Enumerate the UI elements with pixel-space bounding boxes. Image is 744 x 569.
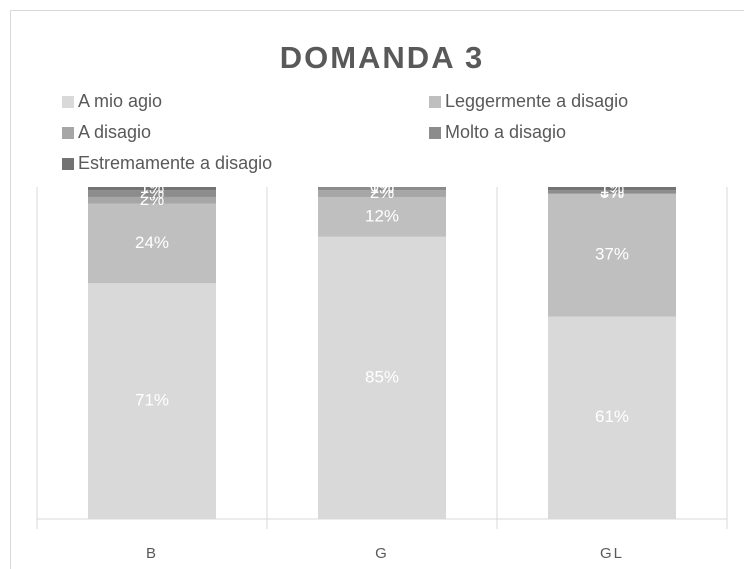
x-tick-label: G xyxy=(375,545,389,562)
legend-swatch xyxy=(429,96,441,108)
data-label: 1% xyxy=(370,178,395,197)
legend-swatch xyxy=(62,127,74,139)
bar-segment xyxy=(548,187,676,191)
bar-segment xyxy=(548,193,676,317)
bar-segment xyxy=(88,187,216,191)
data-label: 85% xyxy=(365,367,399,386)
chart-title: DOMANDA 3 xyxy=(280,40,485,75)
legend-label: Leggermente a disagio xyxy=(445,91,628,111)
data-label: 61% xyxy=(595,407,629,426)
data-label: 1% xyxy=(600,178,625,197)
legend-label: A disagio xyxy=(78,122,151,142)
data-label: 1% xyxy=(140,178,165,197)
bar-segment xyxy=(318,236,446,520)
legend-swatch xyxy=(429,127,441,139)
data-label: 71% xyxy=(135,391,169,410)
bar-segment xyxy=(548,190,676,194)
bar-segment xyxy=(548,316,676,519)
legend-swatch xyxy=(62,158,74,170)
bar-segment xyxy=(88,283,216,519)
data-label: 37% xyxy=(595,245,629,264)
bar-segment xyxy=(318,196,446,237)
bar-segment xyxy=(88,203,216,284)
bar-segment xyxy=(318,190,446,197)
data-label: 24% xyxy=(135,233,169,252)
legend-label: Estremamente a disagio xyxy=(78,153,272,173)
data-label: 0% xyxy=(370,176,395,195)
legend-label: Molto a disagio xyxy=(445,122,566,142)
data-label: 1% xyxy=(600,181,625,200)
bar-segment xyxy=(88,196,216,204)
bar-segment xyxy=(318,187,446,191)
legend-label: A mio agio xyxy=(78,91,162,111)
legend-swatch xyxy=(62,96,74,108)
bar-segment xyxy=(88,190,216,197)
data-label: 12% xyxy=(365,206,399,225)
x-tick-label: GL xyxy=(600,545,624,562)
x-tick-label: B xyxy=(146,545,158,562)
